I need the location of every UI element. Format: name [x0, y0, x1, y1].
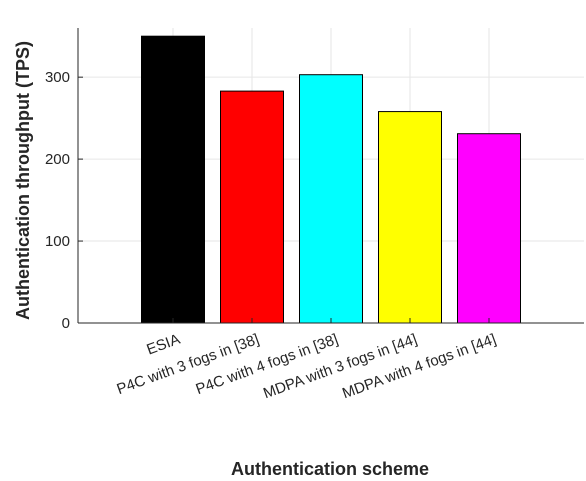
y-axis-title: Authentication throughput (TPS) — [13, 41, 33, 320]
bar — [299, 74, 363, 324]
x-tick-label: ESIA — [144, 331, 182, 359]
bars — [141, 35, 521, 324]
x-axis-title: Authentication scheme — [231, 459, 429, 479]
y-tick-label: 0 — [62, 315, 70, 332]
y-tick-label: 300 — [45, 69, 70, 86]
y-tick-label: 200 — [45, 151, 70, 168]
bar — [378, 111, 442, 324]
bar — [141, 35, 205, 324]
y-tick-label: 100 — [45, 233, 70, 250]
bar — [457, 133, 521, 324]
bar — [220, 90, 284, 324]
y-tick-labels: 0 100 200 300 — [45, 69, 83, 332]
